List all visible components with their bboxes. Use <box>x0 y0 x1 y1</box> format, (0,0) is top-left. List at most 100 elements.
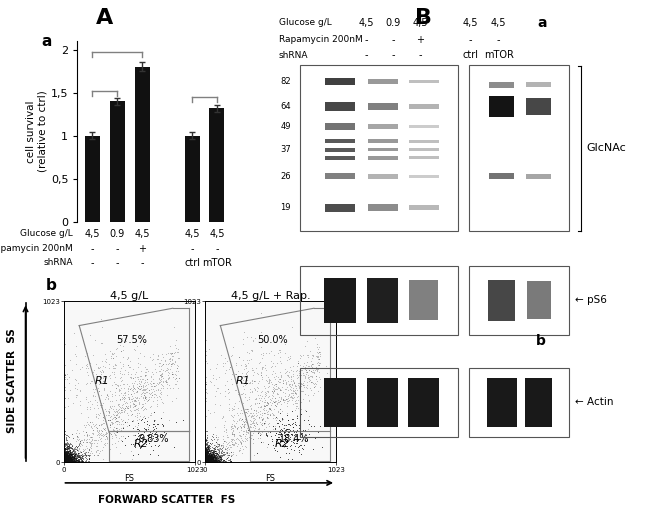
Point <box>284 421 295 429</box>
Point <box>65 451 76 459</box>
Point <box>200 453 211 461</box>
Point <box>217 449 228 457</box>
Point <box>71 446 81 454</box>
Point <box>64 457 75 465</box>
Point <box>201 457 212 466</box>
X-axis label: FS: FS <box>265 474 276 483</box>
Point <box>71 341 81 350</box>
Point <box>208 458 218 466</box>
Point <box>202 450 213 458</box>
Point <box>200 452 210 460</box>
Point <box>200 453 210 461</box>
Point <box>130 385 141 393</box>
Point <box>74 456 85 464</box>
Point <box>288 389 298 397</box>
Point <box>273 383 284 391</box>
Point <box>148 355 159 363</box>
Point <box>204 458 214 466</box>
Point <box>112 344 122 353</box>
Point <box>87 385 98 393</box>
Point <box>127 374 138 382</box>
Point <box>119 405 130 413</box>
Point <box>206 456 217 464</box>
Point <box>200 457 211 466</box>
Point <box>201 456 212 464</box>
Point <box>271 447 282 455</box>
Point <box>140 365 151 373</box>
Point <box>59 453 70 461</box>
Point <box>74 441 85 449</box>
Point <box>69 457 79 466</box>
Point <box>117 370 128 378</box>
Point <box>260 401 271 409</box>
Point <box>70 454 81 462</box>
Point <box>200 457 211 466</box>
Point <box>74 429 85 437</box>
Point <box>214 447 224 455</box>
Point <box>124 398 135 406</box>
Point <box>216 452 226 460</box>
Point <box>135 371 146 380</box>
Point <box>288 378 299 386</box>
Point <box>71 454 81 462</box>
Point <box>61 454 72 462</box>
Bar <box>367 278 398 322</box>
Point <box>200 458 211 466</box>
Text: ctrl: ctrl <box>462 50 478 60</box>
Point <box>59 458 70 466</box>
Point <box>201 387 212 396</box>
Point <box>207 458 218 467</box>
Point <box>139 352 150 360</box>
Point <box>203 452 214 460</box>
Point <box>65 448 75 456</box>
Bar <box>409 280 437 320</box>
Point <box>284 355 294 363</box>
Point <box>224 442 235 450</box>
Point <box>210 453 221 461</box>
Point <box>211 455 222 463</box>
Point <box>75 448 86 456</box>
Point <box>208 446 218 454</box>
Point <box>291 382 302 390</box>
Point <box>200 458 210 467</box>
Point <box>200 454 211 462</box>
Point <box>203 458 214 466</box>
Point <box>73 457 83 465</box>
Point <box>60 452 71 460</box>
Point <box>233 367 244 376</box>
Point <box>282 409 292 417</box>
Point <box>157 422 168 430</box>
Point <box>202 458 212 466</box>
Point <box>110 430 121 438</box>
Point <box>59 453 70 461</box>
Point <box>58 456 69 464</box>
Point <box>202 456 213 464</box>
Point <box>306 360 317 368</box>
Point <box>65 446 75 454</box>
Point <box>204 454 215 462</box>
Point <box>67 366 77 374</box>
Point <box>60 453 71 461</box>
Point <box>247 419 258 427</box>
Point <box>82 379 93 387</box>
Point <box>63 447 74 455</box>
Point <box>225 457 236 466</box>
Point <box>139 428 150 436</box>
Point <box>61 447 72 455</box>
Point <box>207 458 218 467</box>
Point <box>116 346 126 355</box>
Point <box>108 349 119 357</box>
Point <box>70 451 81 459</box>
Point <box>243 367 253 375</box>
Point <box>93 384 103 392</box>
Point <box>204 453 214 461</box>
Point <box>200 445 211 453</box>
Point <box>69 455 80 463</box>
Point <box>240 408 251 416</box>
Point <box>200 450 211 458</box>
Point <box>201 456 212 464</box>
Point <box>71 426 82 434</box>
Point <box>59 449 70 457</box>
Point <box>62 457 73 466</box>
Point <box>64 450 75 458</box>
